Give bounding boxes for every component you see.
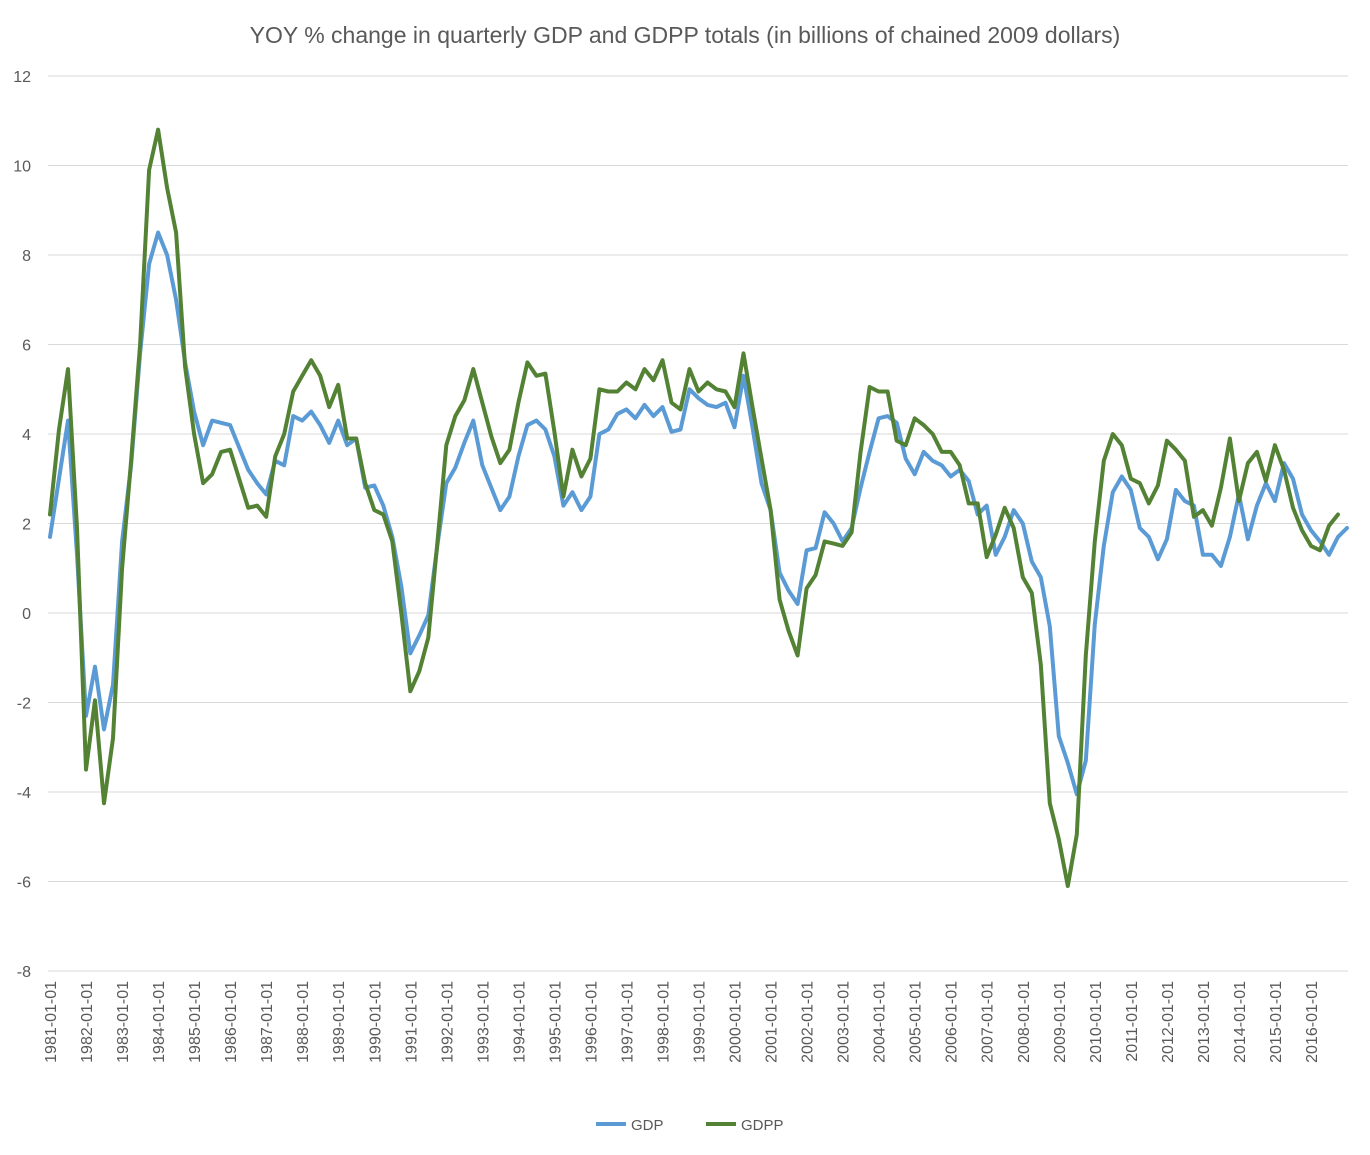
legend-label-gdp: GDP xyxy=(631,1117,664,1134)
x-tick-label: 2002-01-01 xyxy=(800,981,817,1063)
x-tick-label: 2003-01-01 xyxy=(836,981,853,1063)
x-tick-label: 1988-01-01 xyxy=(295,981,312,1063)
x-tick-label: 1985-01-01 xyxy=(187,981,204,1063)
y-tick-label: -2 xyxy=(17,696,31,713)
x-tick-label: 2016-01-01 xyxy=(1304,981,1321,1063)
x-axis-ticks: 1981-01-01 1982-01-01 1983-01-01 1984-01-01… xyxy=(43,981,1321,1063)
x-tick-label: 2007-01-01 xyxy=(980,981,997,1063)
x-tick-label: 1993-01-01 xyxy=(475,981,492,1063)
series-line-gdp xyxy=(48,230,1349,797)
series-line-gdpp xyxy=(48,127,1340,888)
x-tick-label: 1983-01-01 xyxy=(115,981,132,1063)
gridlines xyxy=(48,75,1348,972)
x-tick-label: 1999-01-01 xyxy=(692,981,709,1063)
x-tick-label: 1994-01-01 xyxy=(511,981,528,1063)
x-tick-label: 1986-01-01 xyxy=(223,981,240,1063)
x-tick-label: 1981-01-01 xyxy=(43,981,60,1063)
y-tick-label: 12 xyxy=(13,69,31,86)
x-tick-label: 2000-01-01 xyxy=(728,981,745,1063)
y-tick-label: 0 xyxy=(22,606,31,623)
x-tick-label: 1990-01-01 xyxy=(367,981,384,1063)
legend-label-gdpp: GDPP xyxy=(741,1117,784,1134)
legend: GDP GDPP xyxy=(596,1117,784,1134)
x-tick-label: 1989-01-01 xyxy=(331,981,348,1063)
y-tick-label: -6 xyxy=(17,875,31,892)
chart-title: YOY % change in quarterly GDP and GDPP t… xyxy=(250,22,1121,48)
x-tick-label: 2008-01-01 xyxy=(1016,981,1033,1063)
x-tick-label: 2004-01-01 xyxy=(872,981,889,1063)
x-tick-label: 2005-01-01 xyxy=(908,981,925,1063)
x-tick-label: 1987-01-01 xyxy=(259,981,276,1063)
y-axis-ticks: 12 10 8 6 4 2 0 -2 -4 -6 -8 xyxy=(13,69,31,981)
x-tick-label: 1984-01-01 xyxy=(151,981,168,1063)
x-tick-label: 2013-01-01 xyxy=(1196,981,1213,1063)
x-tick-label: 1996-01-01 xyxy=(583,981,600,1063)
x-tick-label: 2015-01-01 xyxy=(1268,981,1285,1063)
x-tick-label: 1992-01-01 xyxy=(439,981,456,1063)
x-tick-label: 2014-01-01 xyxy=(1232,981,1249,1063)
y-tick-label: 2 xyxy=(22,517,31,534)
y-tick-label: 10 xyxy=(13,159,31,176)
x-tick-label: 2012-01-01 xyxy=(1160,981,1177,1063)
x-tick-label: 1997-01-01 xyxy=(619,981,636,1063)
x-tick-label: 1995-01-01 xyxy=(547,981,564,1063)
x-tick-label: 1982-01-01 xyxy=(79,981,96,1063)
y-tick-label: 4 xyxy=(22,427,31,444)
y-tick-label: -8 xyxy=(17,964,31,981)
x-tick-label: 2001-01-01 xyxy=(764,981,781,1063)
y-tick-label: -4 xyxy=(17,785,31,802)
x-tick-label: 2010-01-01 xyxy=(1088,981,1105,1063)
x-tick-label: 2009-01-01 xyxy=(1052,981,1069,1063)
x-tick-label: 2006-01-01 xyxy=(944,981,961,1063)
y-tick-label: 6 xyxy=(22,338,31,355)
x-tick-label: 2011-01-01 xyxy=(1124,981,1141,1062)
y-tick-label: 8 xyxy=(22,248,31,265)
series-lines xyxy=(48,127,1349,888)
x-tick-label: 1998-01-01 xyxy=(655,981,672,1063)
x-tick-label: 1991-01-01 xyxy=(403,981,420,1063)
